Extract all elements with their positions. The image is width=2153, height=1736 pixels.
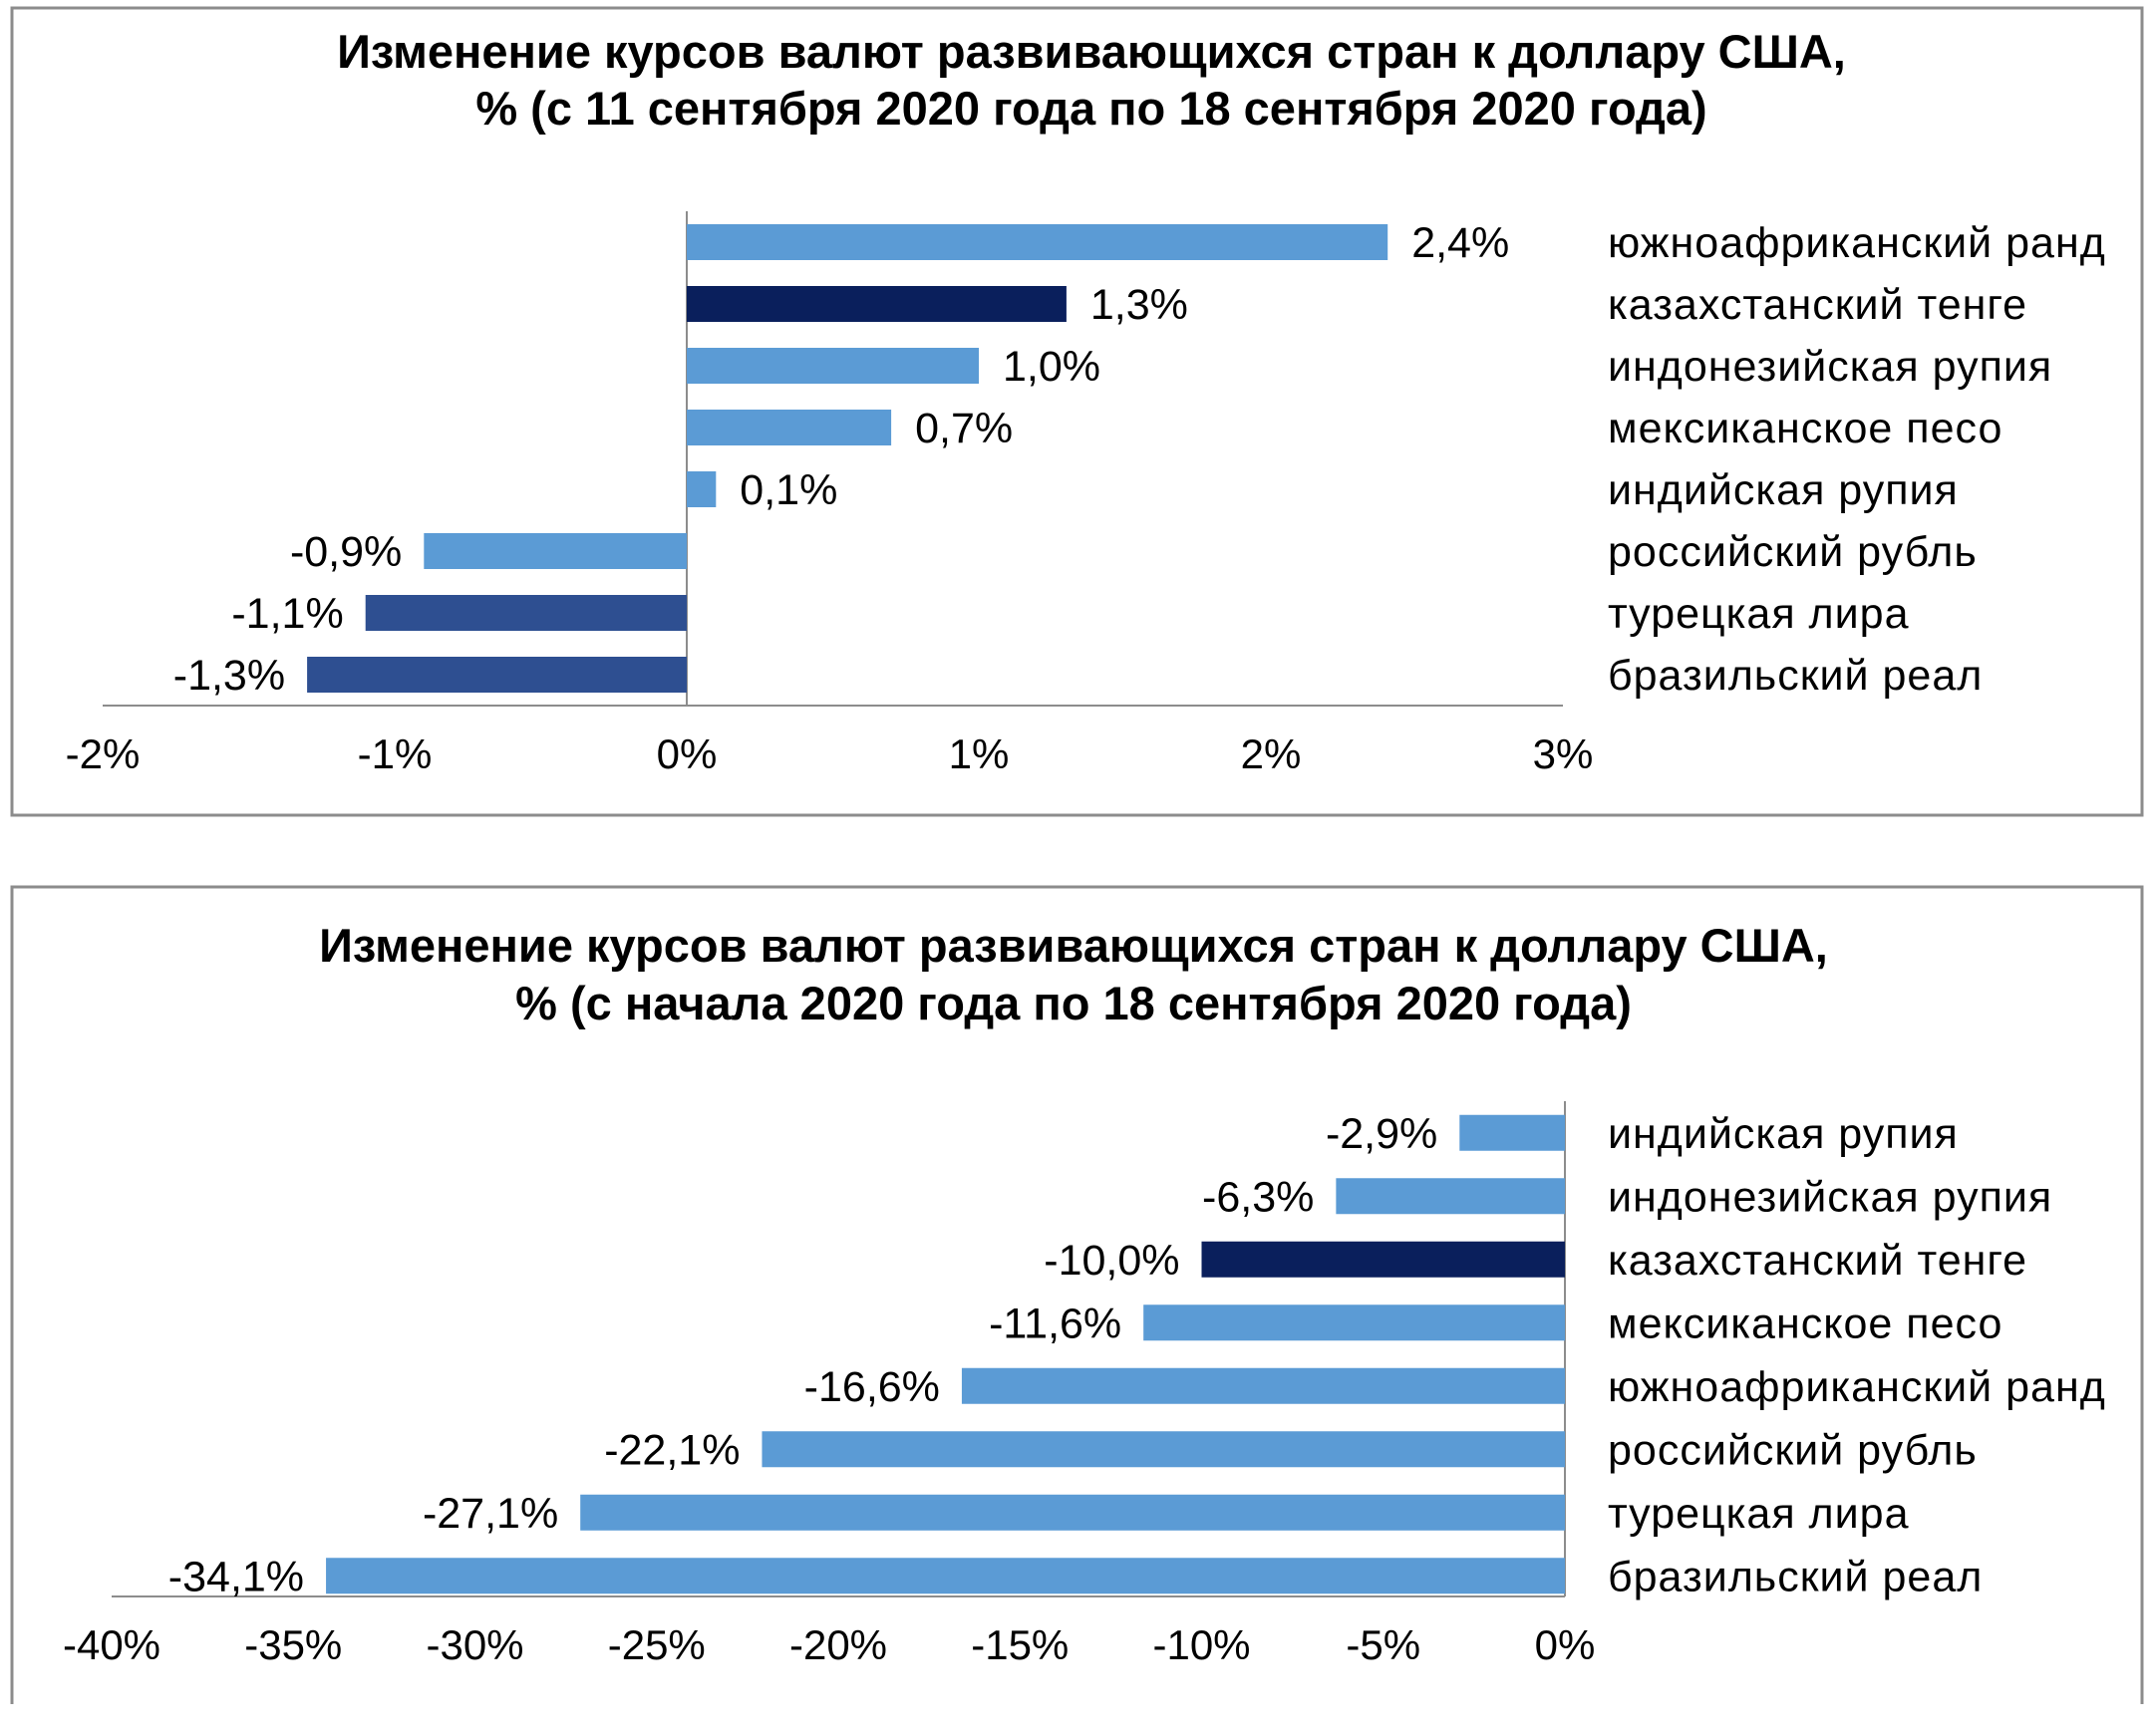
category-label: индийская рупия <box>1608 466 1959 514</box>
x-tick-label: 2% <box>1241 730 1302 777</box>
x-tick-label: -10% <box>1152 1621 1250 1668</box>
bar-value-label: -6,3% <box>1202 1173 1314 1221</box>
chart2-frame <box>10 885 2144 1704</box>
x-tick-label: -1% <box>358 730 433 777</box>
bar-value-label: -0,9% <box>290 528 402 576</box>
category-label: российский рубль <box>1608 1426 1978 1474</box>
bar <box>762 1431 1565 1468</box>
x-tick-label: 0% <box>657 730 718 777</box>
x-tick-label: -25% <box>608 1621 706 1668</box>
x-tick-label: -40% <box>63 1621 160 1668</box>
bar <box>961 1367 1565 1404</box>
category-label: турецкая лира <box>1608 590 1910 638</box>
bar <box>1201 1241 1565 1278</box>
bar-value-label: -27,1% <box>423 1490 558 1538</box>
x-tick-label: -15% <box>971 1621 1069 1668</box>
chart2-title-line2: % (с начала 2020 года по 18 сентября 202… <box>515 977 1632 1029</box>
category-label: российский рубль <box>1608 528 1978 576</box>
chart2-plot: -40% -35% -30% -25% -20% -15% -10% -5% 0% -2,9% ин… <box>63 1101 2106 1668</box>
x-tick-label: -20% <box>789 1621 887 1668</box>
bar-value-label: -2,9% <box>1326 1110 1437 1158</box>
bar-value-label: 0,7% <box>915 405 1013 452</box>
category-label: южноафриканский ранд <box>1608 219 2106 267</box>
x-tick-label: -2% <box>66 730 141 777</box>
category-label: индонезийская рупия <box>1608 343 2052 391</box>
chart1-title-line1: Изменение курсов валют развивающихся стр… <box>337 25 1846 78</box>
chart2-title-line1: Изменение курсов валют развивающихся стр… <box>319 919 1828 972</box>
bar <box>1459 1114 1565 1151</box>
x-tick-label: 1% <box>949 730 1010 777</box>
bar-value-label: -10,0% <box>1044 1237 1179 1285</box>
bar-value-label: 1,3% <box>1090 281 1188 329</box>
bar <box>424 533 687 569</box>
bar <box>687 286 1067 322</box>
bar <box>365 595 687 631</box>
category-label: бразильский реал <box>1608 1553 1983 1600</box>
x-tick-label: 3% <box>1533 730 1594 777</box>
category-label: казахстанский тенге <box>1608 1237 2027 1285</box>
bar <box>1143 1304 1565 1341</box>
bar-value-label: 2,4% <box>1411 219 1509 267</box>
bar-value-label: -1,3% <box>173 652 285 700</box>
bar <box>687 224 1388 260</box>
chart1-plot: -2% -1% 0% 1% 2% 3% 2,4% южноафриканский ранд 1,… <box>66 211 2106 777</box>
bar <box>326 1558 1566 1594</box>
bar-value-label: -22,1% <box>604 1426 740 1474</box>
bar <box>687 471 717 507</box>
bar <box>687 410 892 445</box>
bar <box>1336 1178 1565 1215</box>
x-tick-label: -35% <box>244 1621 342 1668</box>
bar <box>687 348 979 384</box>
bar-value-label: 0,1% <box>740 466 837 514</box>
chart1-title-line2: % (с 11 сентября 2020 года по 18 сентябр… <box>475 82 1706 135</box>
category-label: мексиканское песо <box>1608 1300 2002 1347</box>
bar <box>580 1494 1565 1531</box>
x-tick-label: -5% <box>1346 1621 1420 1668</box>
category-label: мексиканское песо <box>1608 405 2002 452</box>
bar-value-label: -34,1% <box>168 1553 304 1600</box>
category-label: казахстанский тенге <box>1608 281 2027 329</box>
bar-value-label: -16,6% <box>804 1363 940 1411</box>
category-label: южноафриканский ранд <box>1608 1363 2106 1411</box>
x-tick-label: -30% <box>426 1621 523 1668</box>
x-tick-label: 0% <box>1535 1621 1596 1668</box>
bar-value-label: -1,1% <box>231 590 343 638</box>
bar <box>307 657 687 693</box>
category-label: индонезийская рупия <box>1608 1173 2052 1221</box>
category-label: бразильский реал <box>1608 652 1983 700</box>
bar-value-label: -11,6% <box>989 1300 1121 1347</box>
category-label: индийская рупия <box>1608 1110 1959 1158</box>
category-label: турецкая лира <box>1608 1490 1910 1538</box>
bar-value-label: 1,0% <box>1003 343 1100 391</box>
